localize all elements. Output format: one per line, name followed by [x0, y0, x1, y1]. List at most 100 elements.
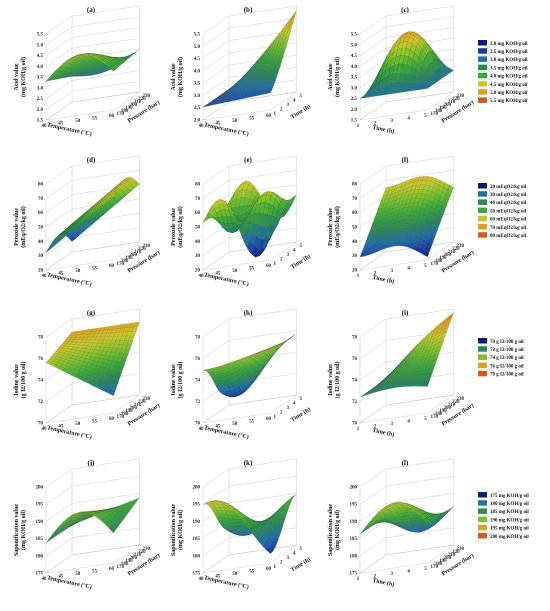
y-tick-label: 180 — [121, 109, 129, 114]
gridline — [228, 330, 297, 341]
surface-patch — [266, 347, 273, 351]
z-tick-label: 2.0 — [351, 108, 358, 113]
y-tick-label: 220 — [138, 550, 146, 555]
y-tick-label: 4 — [293, 402, 296, 407]
panel-g: (g) 70 72 74 76 78 40 45 50 55 60 17018019020021022… — [14, 308, 161, 441]
gridline — [202, 537, 230, 556]
floor-edge — [228, 544, 297, 556]
y-tick-label: 4 — [293, 99, 296, 104]
panel-label: (b) — [244, 6, 253, 14]
y-tick-label: 170 — [117, 112, 125, 117]
z-tick-label: 72 — [195, 400, 201, 405]
z-tick-label: 74 — [195, 379, 201, 384]
y-tick-label: 220 — [452, 97, 460, 102]
floor-edge — [113, 241, 140, 261]
legend-swatch — [478, 81, 487, 87]
x-tick-label: 45 — [215, 122, 221, 127]
legend-entry: 78 g I2/100 g oil — [490, 373, 524, 378]
x-tick-label: 55 — [249, 570, 255, 575]
x-tick-label: 1 — [357, 427, 360, 432]
legend-entry: 80 mEqO2/kg oil — [490, 234, 527, 239]
x-tick-label: 4 — [407, 117, 410, 122]
floor-edge — [228, 91, 297, 103]
z-tick-label: 4.0 — [194, 69, 201, 74]
gridline — [71, 527, 140, 538]
z-tick-label: 200 — [193, 486, 201, 491]
y-tick-label: 190 — [439, 559, 447, 564]
y-tick-label: 230 — [457, 244, 465, 249]
x-axis-title: Time (h) — [372, 274, 395, 285]
z-tick-label: 4.5 — [37, 54, 44, 59]
y-axis-title: Time (h) — [289, 103, 311, 121]
z-axis-title: Saponification value(mg KOH/g oil) — [328, 504, 341, 557]
panel-label: (l) — [402, 459, 409, 467]
x-axis-title: Temperature (°C) — [203, 574, 249, 590]
gridline — [385, 308, 454, 320]
y-tick-label: 190 — [125, 409, 133, 414]
z-tick-label: 195 — [193, 503, 201, 508]
z-tick-label: 80 — [352, 183, 358, 188]
legend-swatch — [478, 500, 487, 506]
z-tick-label: 5.0 — [351, 43, 358, 48]
y-tick-label: 210 — [448, 100, 456, 105]
z-axis-title: Saponification value(mg KOH/g oil) — [14, 504, 27, 557]
gridline — [228, 18, 297, 29]
x-tick-label: 50 — [75, 269, 81, 274]
x-tick-label: 60 — [109, 567, 115, 572]
x-tick-label: 55 — [92, 570, 98, 575]
gridline — [202, 77, 230, 96]
floor-edge — [71, 241, 140, 253]
panel-label: (g) — [87, 309, 96, 317]
panel-label: (e) — [244, 156, 252, 164]
gridline — [45, 383, 73, 402]
y-tick-label: 180 — [435, 412, 443, 417]
x-tick-label: 5 — [424, 567, 427, 572]
z-tick-label: 190 — [36, 520, 44, 525]
surface — [45, 48, 140, 82]
floor-edge — [427, 241, 454, 261]
panel-label: (j) — [88, 459, 96, 467]
y-tick-label: 200 — [444, 253, 452, 258]
z-tick-label: 4.0 — [351, 65, 358, 70]
surface-patch — [45, 536, 52, 543]
legend-swatch — [478, 492, 487, 498]
z-tick-label: 60 — [38, 211, 44, 216]
z-axis-title: Acid value(mg KOH/g oil) — [171, 57, 184, 97]
z-tick-label: 20 — [195, 269, 201, 274]
floor-edge — [202, 412, 271, 424]
gridline — [71, 170, 140, 181]
gridline — [71, 308, 140, 320]
y-tick-label: 200 — [444, 556, 452, 561]
z-tick-label: 76 — [195, 357, 201, 362]
x-tick-label: 50 — [232, 572, 238, 577]
y-tick-label: 210 — [134, 553, 142, 558]
floor-edge — [202, 404, 230, 424]
x-tick-label: 60 — [266, 264, 272, 269]
legend-swatch — [478, 533, 487, 539]
gridline — [228, 476, 297, 487]
z-tick-label: 3.5 — [194, 82, 201, 87]
y-axis-title: Time (h) — [289, 253, 311, 271]
floor-edge — [45, 404, 73, 424]
x-tick-label: 50 — [232, 119, 238, 124]
gridline — [359, 468, 387, 488]
x-tick-label: 5 — [424, 114, 427, 119]
panel-label: (f) — [402, 156, 410, 164]
gridline — [45, 468, 73, 488]
z-tick-label: 60 — [195, 211, 201, 216]
gridline — [228, 170, 297, 181]
x-tick-label: 1 — [357, 124, 360, 129]
x-tick-label: 60 — [109, 114, 115, 119]
x-tick-label: 2 — [374, 122, 377, 127]
gridline — [71, 70, 140, 81]
z-tick-label: 195 — [350, 503, 358, 508]
gridline — [202, 15, 230, 35]
gridline — [202, 28, 230, 47]
y-tick-label: 220 — [452, 400, 460, 405]
gridline — [359, 37, 387, 56]
legend-swatch — [478, 516, 487, 523]
floor-edge — [385, 394, 454, 406]
z-tick-label: 72 — [38, 400, 44, 405]
